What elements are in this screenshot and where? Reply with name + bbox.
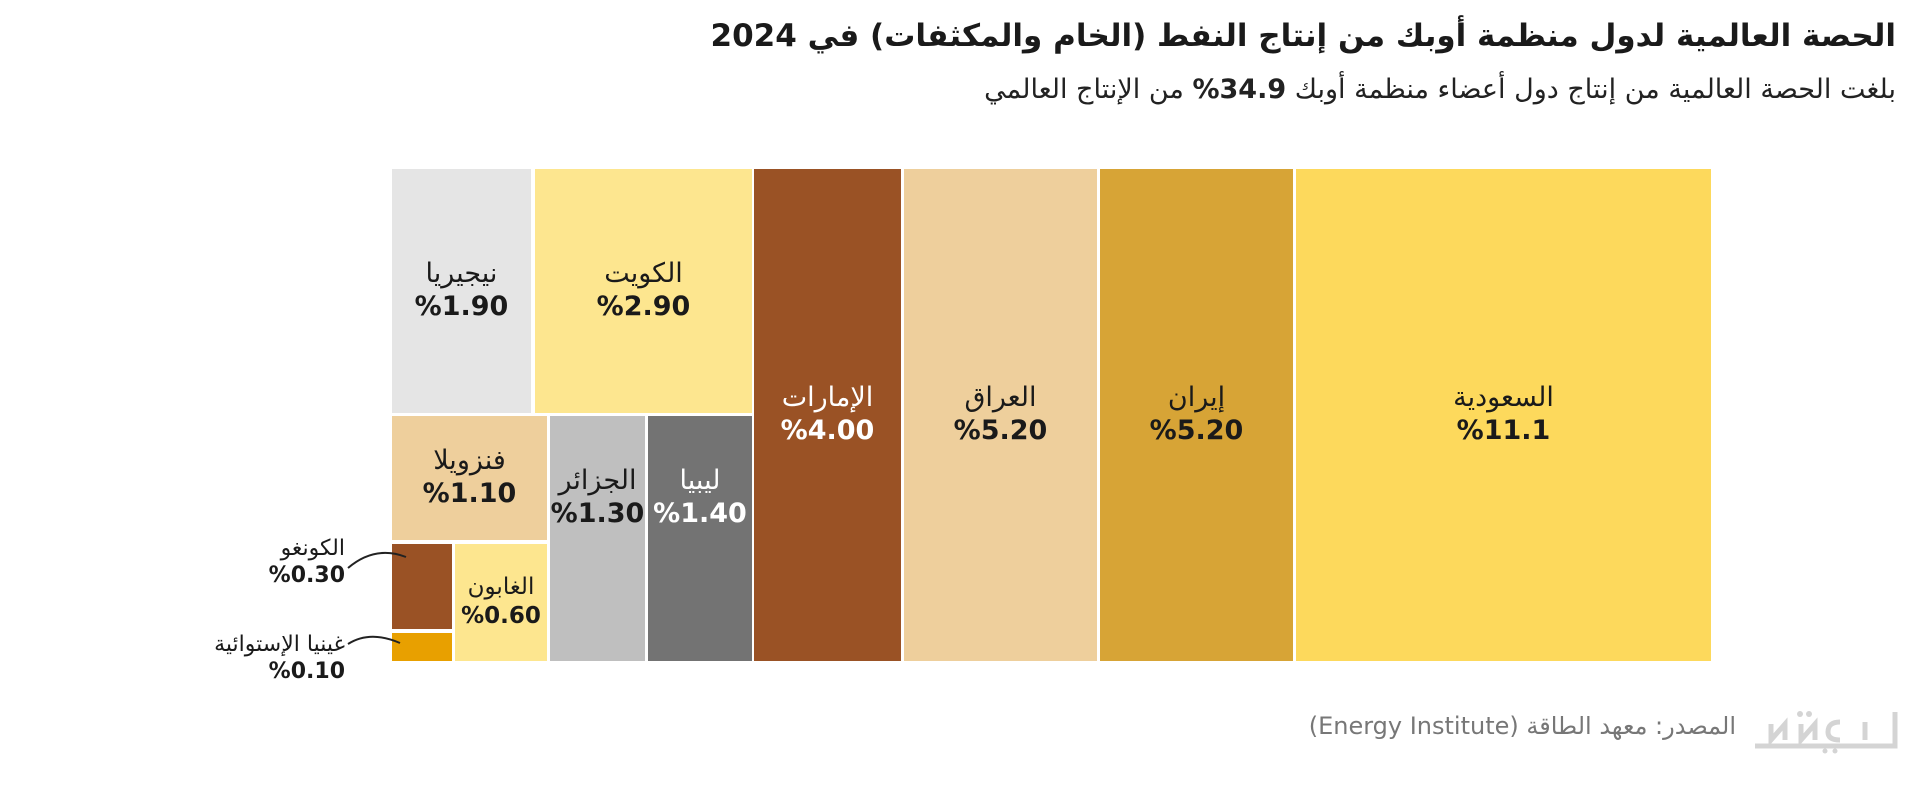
cell-value-label: %2.90 (596, 291, 691, 323)
cell-value-label: %0.60 (461, 602, 541, 629)
cell-value-label: %1.10 (422, 478, 517, 510)
cell-country-label: الغابون (467, 574, 535, 601)
cnn-arabic-logo (1755, 711, 1898, 754)
treemap-cell-saudi-arabia: السعودية %11.1 (1296, 169, 1711, 661)
cell-country-label: السعودية (1453, 381, 1554, 413)
cell-country-label: العراق (964, 381, 1037, 413)
cell-value-label: %5.20 (953, 415, 1048, 447)
cell-value-label: %4.00 (780, 415, 875, 447)
cell-value-label: %1.30 (550, 498, 645, 530)
callout-equatorial-guinea: غينيا الإستوائية %0.10 (214, 632, 345, 685)
treemap-cell-gabon: الغابون %0.60 (455, 544, 547, 661)
cell-country-label: الكويت (604, 257, 683, 289)
treemap-cell-iraq: العراق %5.20 (904, 169, 1097, 661)
cell-country-label: الإمارات (781, 381, 874, 413)
source-note: المصدر: معهد الطاقة (Energy Institute) (1308, 712, 1736, 740)
treemap-cell-uae: الإمارات %4.00 (754, 169, 901, 661)
treemap-cell-kuwait: الكويت %2.90 (535, 169, 752, 413)
treemap-cell-libya: ليبيا %1.40 (648, 416, 752, 661)
cell-country-label: ليبيا (679, 465, 721, 496)
cell-value-label: %1.90 (414, 291, 509, 323)
cell-value-label: %11.1 (1456, 415, 1551, 447)
cell-country-label: إيران (1167, 381, 1226, 413)
cell-country-label: نيجيريا (425, 257, 498, 289)
cell-value-label: %1.40 (653, 498, 747, 530)
cell-value-label: %5.20 (1149, 415, 1244, 447)
opec-share-value: 34.9% (1192, 74, 1287, 105)
chart-subtitle: بلغت الحصة العالمية من إنتاج دول أعضاء م… (984, 74, 1896, 105)
treemap-cell-venezuela: فنزويلا %1.10 (392, 416, 547, 540)
callout-congo: الكونغو %0.30 (268, 536, 345, 589)
cell-country-label: فنزويلا (433, 444, 506, 476)
treemap-cell-nigeria: نيجيريا %1.90 (392, 169, 531, 413)
treemap-cell-iran: إيران %5.20 (1100, 169, 1293, 661)
cell-country-label: الجزائر (558, 465, 637, 496)
treemap-cell-equatorial-guinea (392, 633, 452, 661)
treemap-cell-congo (392, 544, 452, 629)
chart-title: الحصة العالمية لدول منظمة أوبك من إنتاج … (710, 18, 1896, 54)
treemap-cell-algeria: الجزائر %1.30 (550, 416, 645, 661)
